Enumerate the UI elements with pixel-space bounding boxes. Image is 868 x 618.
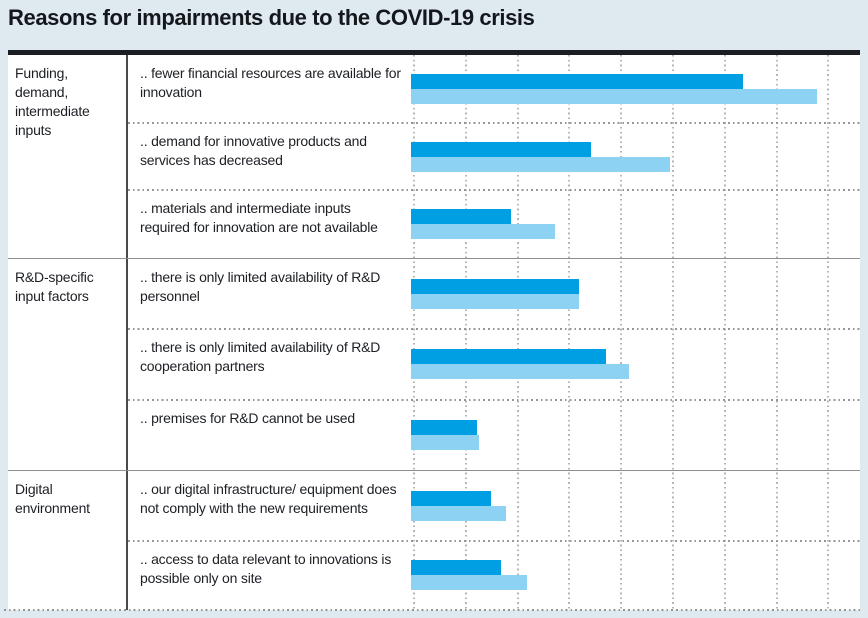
item-label: .. fewer financial resources are availab… [140,65,401,100]
chart-row: .. materials and intermediate inputs req… [128,189,860,258]
category-label: R&D-specific input factors [8,259,128,470]
item-label: .. materials and intermediate inputs req… [140,200,378,236]
vertical-gridline [672,55,674,610]
group-rows: .. there is only limited availability of… [128,259,860,470]
plot-area [411,471,860,541]
bar-dark-series [411,560,502,576]
plot-area [411,400,860,470]
item-label: .. demand for innovative products and se… [140,132,367,168]
bar-light-series [411,434,480,450]
item-label: .. there is only limited availability of… [140,269,381,304]
bar-light-series [411,364,629,380]
bar-dark-series [411,419,478,435]
bar-light-series [411,88,818,104]
item-label: .. our digital infrastructure/ equipment… [140,481,397,516]
chart-panel: Funding, demand, intermediate inputs .. … [4,50,860,611]
item-label: .. there is only limited availability of… [140,339,381,375]
item-label: .. access to data relevant to innovation… [140,550,392,586]
chart-row: .. access to data relevant to innovation… [128,539,860,611]
chart-row: .. premises for R&D cannot be used [128,398,860,470]
bar-dark-series [411,279,579,295]
plot-area [411,259,860,329]
group-digital-environment: Digital environment .. our digital infra… [8,470,860,610]
chart-bottom-border [4,609,860,611]
bar-light-series [411,156,670,172]
vertical-gridline [413,55,415,610]
page-title: Reasons for impairments due to the COVID… [8,5,535,30]
chart-row: .. there is only limited availability of… [128,328,860,399]
item-label: .. premises for R&D cannot be used [140,409,355,426]
vertical-gridline [516,55,519,610]
gridline-layer [8,55,860,610]
bar-light-series [411,294,579,310]
group-rd-specific-input-factors: R&D-specific input factors .. there is o… [8,258,860,470]
chart-plot-region: Funding, demand, intermediate inputs .. … [4,55,860,611]
group-rows: .. our digital infrastructure/ equipment… [128,471,860,610]
plot-area [411,329,860,399]
bar-dark-series [411,141,592,157]
chart-groups: Funding, demand, intermediate inputs .. … [8,55,860,610]
vertical-gridline [464,55,467,610]
bar-dark-series [411,349,606,365]
bar-dark-series [411,209,511,225]
chart-row: .. fewer financial resources are availab… [128,55,860,123]
bar-light-series [411,575,527,591]
chart-row: .. demand for innovative products and se… [128,121,860,191]
plot-area [411,190,860,258]
vertical-gridline [568,55,571,610]
bar-light-series [411,224,555,240]
chart-row: .. our digital infrastructure/ equipment… [128,471,860,541]
vertical-gridline [620,55,623,610]
plot-area [411,123,860,191]
chart-row: .. there is only limited availability of… [128,259,860,329]
category-label: Funding, demand, intermediate inputs [8,55,128,258]
vertical-gridline [775,55,778,610]
plot-area [411,541,860,611]
group-rows: .. fewer financial resources are availab… [128,55,860,258]
bar-dark-series [411,490,491,506]
group-funding-demand-inputs: Funding, demand, intermediate inputs .. … [8,55,860,258]
bar-light-series [411,505,507,521]
vertical-gridline [827,55,830,610]
category-label: Digital environment [8,471,128,610]
bar-dark-series [411,73,743,89]
plot-area [411,55,860,123]
vertical-gridline [723,55,726,610]
